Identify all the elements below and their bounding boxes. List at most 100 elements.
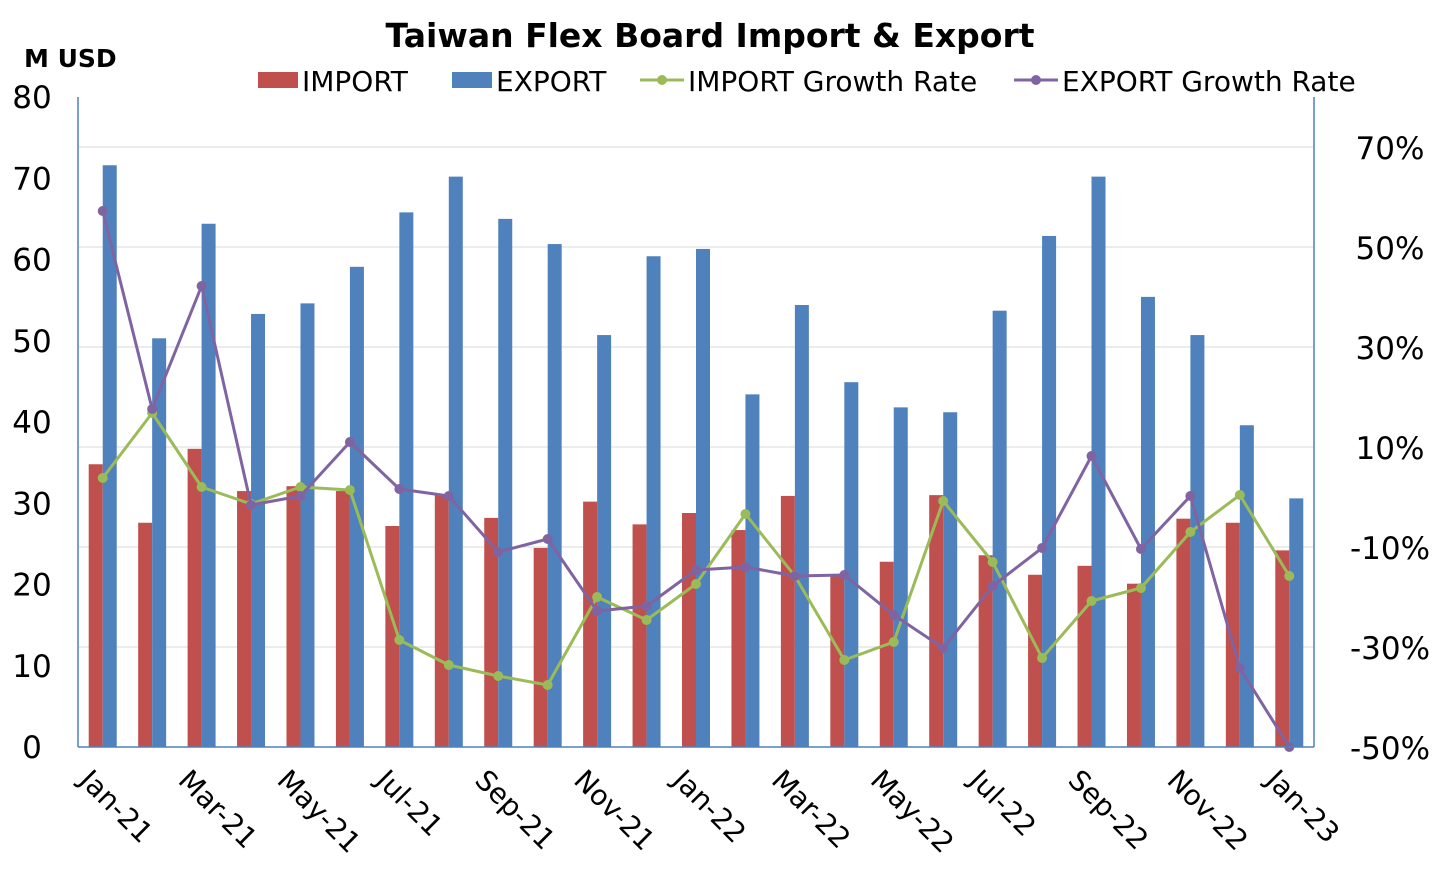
y2-tick-label: -30% bbox=[1350, 631, 1430, 667]
x-tick-label: Jan-22 bbox=[665, 762, 753, 850]
line-point bbox=[196, 281, 207, 291]
bar-import bbox=[484, 517, 499, 747]
bar-import bbox=[682, 513, 696, 747]
x-tick-label: Mar-21 bbox=[172, 763, 264, 855]
bar-import bbox=[929, 495, 944, 747]
bar-export bbox=[992, 310, 1007, 747]
bar-export bbox=[893, 407, 908, 747]
y2-tick-label: 50% bbox=[1356, 231, 1425, 267]
legend-item: EXPORT Growth Rate bbox=[1014, 65, 1356, 98]
y-tick-label: 70 bbox=[12, 161, 51, 197]
y2-tick-label: 30% bbox=[1356, 331, 1425, 367]
legend-item: IMPORT Growth Rate bbox=[640, 65, 977, 98]
x-tick-label: Nov-21 bbox=[567, 763, 661, 857]
line-point bbox=[1037, 653, 1048, 663]
bar-export bbox=[251, 313, 266, 747]
x-tick-label: Jan-21 bbox=[72, 762, 160, 850]
bar-import bbox=[335, 491, 350, 747]
x-tick-label: May-22 bbox=[864, 763, 960, 859]
line-point bbox=[493, 671, 504, 681]
line-point bbox=[839, 570, 850, 580]
legend-label: IMPORT bbox=[302, 65, 409, 98]
line-point bbox=[97, 206, 108, 216]
line-point bbox=[542, 680, 553, 690]
line-point bbox=[443, 491, 454, 501]
line-point bbox=[888, 610, 899, 620]
legend-label: EXPORT Growth Rate bbox=[1062, 65, 1356, 98]
line-point bbox=[344, 485, 355, 495]
y2-tick-label: -50% bbox=[1350, 731, 1430, 767]
line-point bbox=[987, 581, 998, 591]
bar-import bbox=[138, 522, 153, 747]
line-point bbox=[641, 601, 652, 611]
bar-import bbox=[731, 530, 746, 747]
legend-swatch bbox=[452, 72, 492, 88]
x-tick-label: Jan-23 bbox=[1258, 762, 1346, 850]
line-point bbox=[344, 437, 355, 447]
line-point bbox=[246, 500, 257, 510]
bar-export bbox=[794, 305, 809, 747]
bar-import bbox=[88, 464, 103, 747]
line-point bbox=[1185, 527, 1196, 537]
y-tick-label: 80 bbox=[12, 80, 51, 116]
bar-import bbox=[237, 491, 252, 747]
bar-import bbox=[583, 501, 598, 747]
line-point bbox=[147, 404, 158, 414]
line-point bbox=[493, 547, 504, 557]
bar-export bbox=[201, 223, 216, 747]
line-point bbox=[1037, 543, 1048, 553]
line-point bbox=[1234, 663, 1245, 673]
line-point bbox=[691, 579, 701, 589]
x-tick-label: May-21 bbox=[271, 763, 367, 859]
line-point bbox=[938, 643, 949, 653]
bar-export bbox=[597, 335, 612, 747]
x-tick-label: Sep-21 bbox=[469, 763, 562, 856]
bar-import bbox=[434, 495, 449, 747]
line-point bbox=[97, 473, 108, 483]
bar-export bbox=[547, 244, 562, 747]
line-point bbox=[295, 491, 306, 501]
bar-import bbox=[187, 448, 202, 747]
bar-import bbox=[879, 561, 894, 747]
bar-import bbox=[978, 555, 993, 747]
bar-export bbox=[152, 338, 167, 747]
bar-export bbox=[696, 248, 710, 747]
y-tick-label: 60 bbox=[12, 243, 51, 279]
bar-export bbox=[1239, 425, 1254, 747]
line-point bbox=[691, 565, 701, 575]
bar-export bbox=[844, 382, 859, 747]
line-point bbox=[394, 635, 405, 645]
line-point bbox=[987, 557, 998, 567]
line-point bbox=[641, 615, 652, 625]
legend-marker bbox=[1031, 75, 1041, 85]
line-point bbox=[443, 660, 454, 670]
line-point bbox=[1135, 583, 1146, 593]
bar-import bbox=[780, 495, 795, 747]
bar-export bbox=[498, 218, 513, 747]
bar-import bbox=[632, 524, 647, 747]
bar-import bbox=[1126, 583, 1141, 747]
x-tick-label: Sep-22 bbox=[1062, 763, 1155, 856]
bar-import bbox=[1028, 574, 1043, 747]
bar-import bbox=[1077, 565, 1092, 747]
bar-export bbox=[646, 256, 661, 747]
bar-export bbox=[1140, 296, 1155, 747]
line-point bbox=[1234, 490, 1245, 500]
bar-export bbox=[943, 412, 958, 747]
y-tick-label: 50 bbox=[12, 324, 51, 360]
line-point bbox=[938, 496, 949, 506]
y2-tick-label: -10% bbox=[1350, 531, 1430, 567]
y-tick-label: 10 bbox=[12, 649, 51, 685]
line-point bbox=[839, 655, 850, 665]
legend-item: IMPORT bbox=[258, 65, 409, 98]
y-tick-label: 40 bbox=[12, 405, 51, 441]
legend-marker bbox=[657, 75, 667, 85]
bar-import bbox=[286, 486, 301, 747]
bar-export bbox=[1289, 498, 1304, 747]
line-point bbox=[888, 637, 899, 647]
x-tick-label: Jul-21 bbox=[368, 762, 449, 843]
line-point bbox=[740, 562, 751, 572]
line-point bbox=[592, 592, 603, 602]
y-tick-label: 30 bbox=[12, 486, 51, 522]
line-point bbox=[789, 571, 800, 581]
